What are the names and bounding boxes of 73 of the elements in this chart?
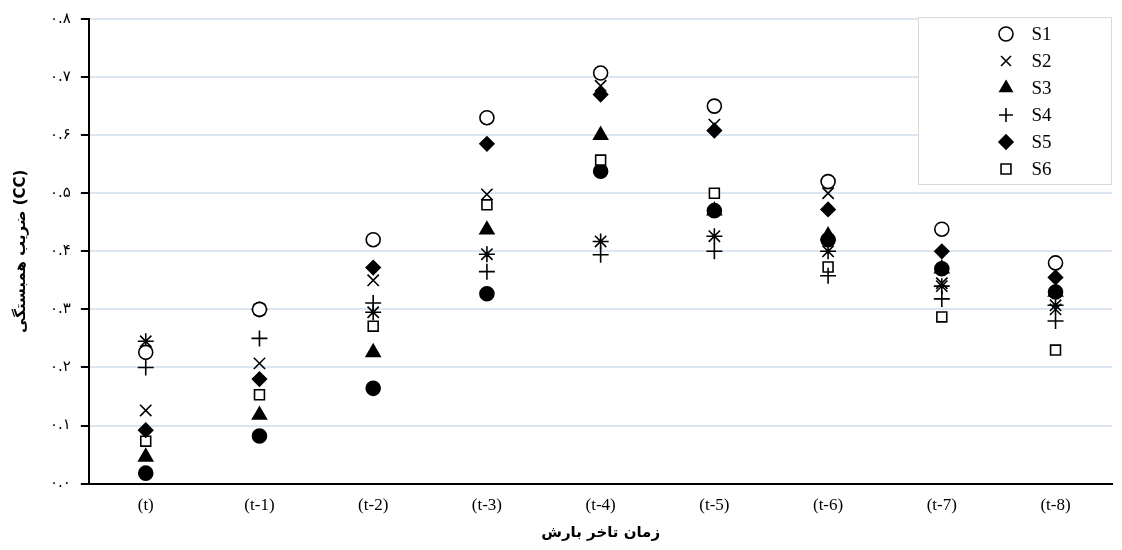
point xyxy=(934,221,950,238)
point xyxy=(594,154,607,166)
x-tick-label: (t-4) xyxy=(585,495,616,515)
point xyxy=(592,65,609,81)
point xyxy=(1049,344,1062,356)
x-tick-label: (t-3) xyxy=(471,495,503,515)
point xyxy=(708,187,721,199)
y-tick-label: ۰.۷ xyxy=(49,66,71,85)
point xyxy=(251,406,268,420)
x-tick-label: (t-5) xyxy=(699,495,730,515)
point xyxy=(253,356,266,370)
legend-label: S4 xyxy=(1031,103,1052,126)
y-tick-label: ۰.۶ xyxy=(49,125,71,144)
y-tick-label: ۰.۸ xyxy=(49,8,71,27)
x-tick-label: (t-6) xyxy=(812,495,844,515)
x-tick-label: (t-2) xyxy=(358,495,389,515)
point xyxy=(137,465,154,481)
point xyxy=(480,187,494,201)
point xyxy=(479,221,495,235)
point xyxy=(821,186,835,200)
point xyxy=(822,261,834,273)
x-tick-label: (t-1) xyxy=(244,495,275,515)
point xyxy=(706,98,723,114)
y-tick-label: ۰.۱ xyxy=(49,415,71,434)
point xyxy=(591,232,610,251)
point xyxy=(820,226,836,241)
point xyxy=(365,380,381,397)
point xyxy=(138,448,154,462)
point xyxy=(365,231,381,248)
legend-label: S5 xyxy=(1031,130,1052,153)
y-tick-label: ۰.۳ xyxy=(49,299,71,318)
y-tick-label: ۰.۵ xyxy=(49,183,71,202)
legend-label: S6 xyxy=(1031,157,1052,180)
point xyxy=(936,311,948,323)
point xyxy=(139,403,153,417)
point xyxy=(366,273,380,287)
point xyxy=(479,285,495,302)
x-tick-label: (t-7) xyxy=(926,495,957,515)
legend-label: S1 xyxy=(1031,22,1052,45)
point xyxy=(478,245,496,263)
point xyxy=(137,422,154,438)
x-axis-title: زمان تاخر بارش xyxy=(541,522,661,541)
point xyxy=(253,389,266,401)
point xyxy=(365,343,381,358)
y-tick-label: ۰.۰ xyxy=(49,473,71,492)
point xyxy=(481,199,493,211)
y-tick-label: ۰.۲ xyxy=(49,357,71,376)
point xyxy=(820,173,836,190)
point xyxy=(250,329,269,348)
point xyxy=(136,358,155,377)
y-tick-label: ۰.۴ xyxy=(49,241,71,260)
point xyxy=(251,371,268,387)
point xyxy=(367,320,379,332)
point xyxy=(365,259,381,276)
legend-label: S3 xyxy=(1031,76,1052,99)
legend-label: S2 xyxy=(1031,49,1052,72)
x-tick-label: (t-8) xyxy=(1040,495,1071,515)
point xyxy=(820,201,836,218)
point xyxy=(364,303,382,322)
y-axis-title: ضریب همبستگی (CC) xyxy=(10,169,29,333)
point xyxy=(705,227,724,245)
point xyxy=(933,277,951,295)
point xyxy=(139,435,152,447)
point xyxy=(594,79,608,93)
point xyxy=(251,428,268,444)
point xyxy=(137,344,154,361)
x-tick-label: (t) xyxy=(137,495,154,515)
point xyxy=(479,136,495,152)
point xyxy=(592,86,609,103)
point xyxy=(934,243,950,260)
point xyxy=(479,109,495,126)
point xyxy=(1047,255,1064,271)
point xyxy=(1047,269,1064,286)
